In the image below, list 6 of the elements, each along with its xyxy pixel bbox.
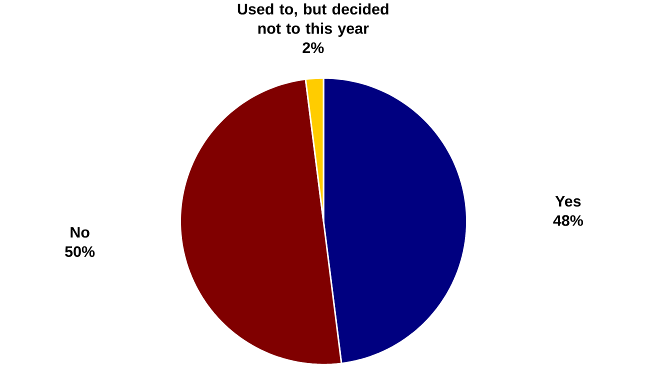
slice-label: No (70, 226, 90, 238)
data-label: 48% (553, 214, 584, 226)
slice-label: Yes (555, 196, 581, 206)
data-label: 50% (65, 246, 95, 257)
slice-label: Used to, but decided not to this year (238, 3, 388, 37)
data-label: 2% (302, 42, 324, 53)
